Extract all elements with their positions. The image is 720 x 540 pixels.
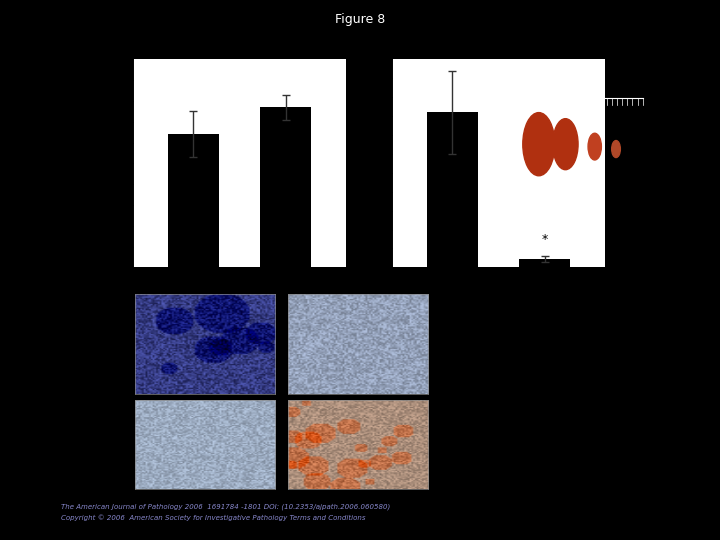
Text: *: * <box>541 233 548 246</box>
Ellipse shape <box>523 113 554 176</box>
Text: C: C <box>104 281 114 294</box>
Text: Copyright © 2006  American Society for Investigative Pathology Terms and Conditi: Copyright © 2006 American Society for In… <box>61 515 366 521</box>
Text: A: A <box>80 14 90 26</box>
Ellipse shape <box>612 140 621 158</box>
Bar <box>260 107 311 267</box>
Bar <box>427 112 478 267</box>
Text: Orthotopic Injections: Orthotopic Injections <box>451 9 546 18</box>
Text: Met-1/Cav-1: Met-1/Cav-1 <box>336 282 398 292</box>
Bar <box>519 259 570 267</box>
Text: The American Journal of Pathology 2006  1691784 -1801 DOI: (10.2353/ajpath.2006.: The American Journal of Pathology 2006 1… <box>61 503 390 510</box>
Ellipse shape <box>553 119 578 170</box>
Text: Met-1/pBABE: Met-1/pBABE <box>190 282 256 292</box>
Y-axis label: Mean Tumor Weight (g): Mean Tumor Weight (g) <box>101 119 110 208</box>
Text: Figure 8: Figure 8 <box>335 14 385 26</box>
Text: Ectopic Injections: Ectopic Injections <box>199 9 279 18</box>
Bar <box>168 134 219 267</box>
Text: B: B <box>339 14 348 26</box>
Text: Cyclin D1: Cyclin D1 <box>436 340 479 349</box>
Y-axis label: Mean Tumor Weight (g): Mean Tumor Weight (g) <box>364 119 374 208</box>
Text: Cav-1: Cav-1 <box>436 440 462 449</box>
Ellipse shape <box>588 133 601 160</box>
